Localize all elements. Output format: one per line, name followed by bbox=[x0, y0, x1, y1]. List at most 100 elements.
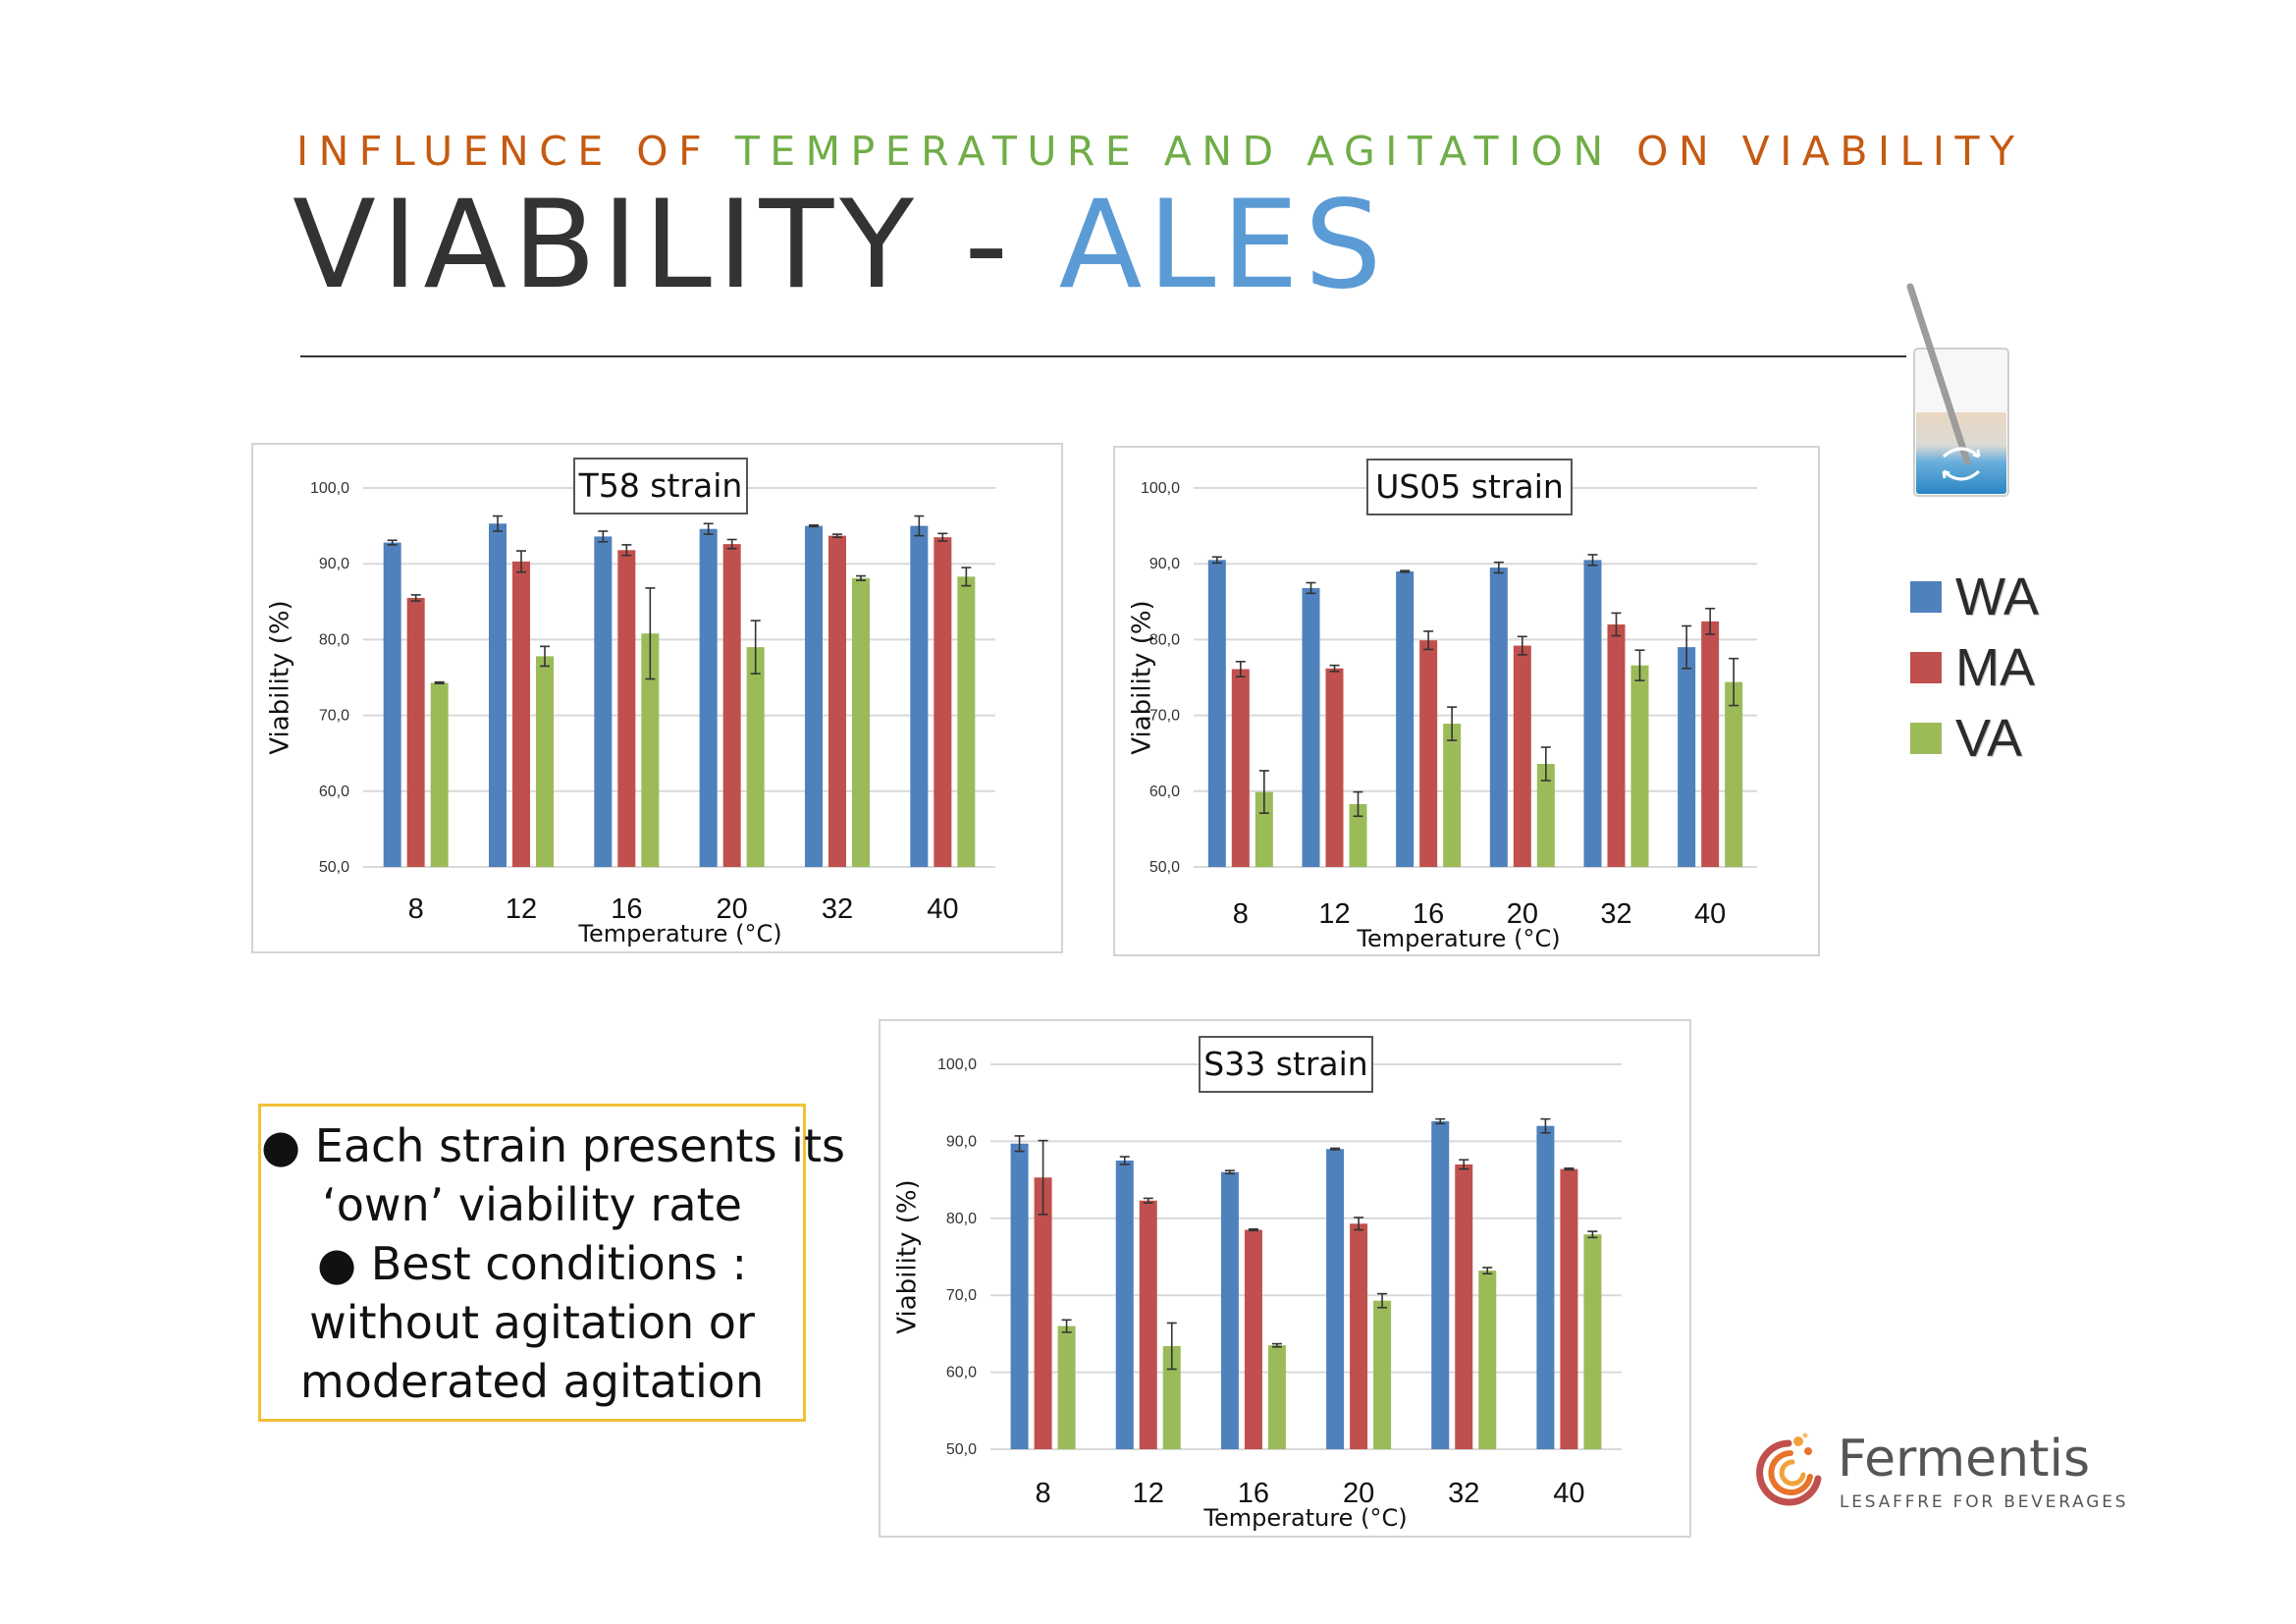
bar-va-12 bbox=[536, 656, 554, 867]
error-bar bbox=[1540, 746, 1551, 782]
title-accent: ALES bbox=[1058, 175, 1388, 316]
error-bar bbox=[1271, 1342, 1282, 1348]
error-bar bbox=[516, 550, 526, 573]
bar-wa-8 bbox=[383, 542, 401, 867]
chart-title: T58 strain bbox=[578, 466, 743, 505]
y-tick-label: 50,0 bbox=[1149, 859, 1180, 876]
bar-wa-32 bbox=[1583, 560, 1602, 867]
note-line: ‘own’ viability rate bbox=[322, 1178, 742, 1231]
y-tick-label: 90,0 bbox=[946, 1133, 977, 1150]
bar-va-16 bbox=[1443, 724, 1462, 867]
error-bar bbox=[387, 539, 398, 546]
kicker-part-2: TEMPERATURE AND AGITATION bbox=[734, 128, 1637, 175]
error-bar bbox=[1459, 1159, 1469, 1170]
y-tick-label: 100,0 bbox=[937, 1056, 977, 1073]
error-bar bbox=[1353, 790, 1363, 818]
error-bar bbox=[856, 574, 866, 581]
x-tick-label: 32 bbox=[1448, 1478, 1479, 1509]
error-bar bbox=[621, 544, 632, 557]
legend-label: WA bbox=[1955, 568, 2039, 626]
bar-wa-20 bbox=[1489, 568, 1508, 867]
title-divider bbox=[300, 355, 1906, 357]
error-bar bbox=[1306, 581, 1316, 595]
error-bar bbox=[1634, 649, 1645, 681]
bar-va-16 bbox=[1267, 1345, 1286, 1449]
error-bar bbox=[1482, 1267, 1493, 1275]
x-tick-label: 32 bbox=[1600, 898, 1631, 930]
error-bar bbox=[1729, 657, 1739, 707]
x-axis-label: Temperature (°C) bbox=[1202, 1504, 1407, 1532]
x-tick-label: 16 bbox=[611, 893, 642, 925]
error-bar bbox=[1423, 630, 1434, 651]
error-bar bbox=[937, 532, 948, 542]
bars bbox=[383, 514, 976, 867]
x-tick-label: 8 bbox=[408, 893, 424, 925]
bar-ma-40 bbox=[1701, 621, 1720, 867]
bar-ma-16 bbox=[1244, 1229, 1262, 1449]
x-tick-label: 8 bbox=[1233, 898, 1249, 930]
y-axis-label: Viability (%) bbox=[1128, 600, 1157, 754]
x-tick-label: 20 bbox=[1507, 898, 1538, 930]
bar-ma-20 bbox=[1513, 645, 1531, 867]
bar-ma-12 bbox=[512, 561, 530, 867]
slide-kicker: INFLUENCE OF TEMPERATURE AND AGITATION O… bbox=[296, 128, 2025, 175]
bar-ma-40 bbox=[934, 537, 952, 867]
error-bar bbox=[726, 538, 737, 550]
error-bar bbox=[1400, 569, 1411, 573]
bar-wa-40 bbox=[1536, 1125, 1555, 1449]
chart-svg: 50,0 60,0 70,0 80,0 90,0 100,0 8 12 16 20 32 40 Temp… bbox=[893, 1036, 1622, 1532]
y-tick-label: 50,0 bbox=[319, 859, 349, 876]
bar-va-12 bbox=[1349, 803, 1367, 867]
legend-swatch bbox=[1910, 723, 1942, 754]
error-bar bbox=[1166, 1322, 1177, 1371]
error-bar bbox=[493, 514, 503, 532]
note-line: without agitation or bbox=[309, 1296, 755, 1349]
bar-ma-8 bbox=[1231, 669, 1250, 867]
x-tick-label: 20 bbox=[717, 893, 748, 925]
legend-item-va: VA bbox=[1910, 703, 2039, 774]
error-bar bbox=[410, 594, 421, 602]
y-tick-label: 70,0 bbox=[1149, 708, 1180, 725]
slide-title: VIABILITY - ALES bbox=[293, 179, 1388, 312]
bar-ma-8 bbox=[1034, 1177, 1052, 1449]
error-bar bbox=[832, 533, 842, 538]
error-bar bbox=[540, 645, 550, 668]
error-bar bbox=[1330, 1147, 1341, 1151]
y-tick-label: 70,0 bbox=[946, 1287, 977, 1304]
y-tick-label: 90,0 bbox=[1149, 556, 1180, 572]
bars bbox=[1010, 1117, 1602, 1449]
bar-ma-32 bbox=[1455, 1164, 1473, 1449]
bar-wa-8 bbox=[1010, 1143, 1029, 1449]
bar-va-20 bbox=[1536, 764, 1555, 867]
x-tick-label: 40 bbox=[1694, 898, 1726, 930]
gridlines bbox=[1194, 487, 1757, 868]
bar-wa-8 bbox=[1207, 560, 1226, 867]
x-tick-label: 40 bbox=[1553, 1478, 1584, 1509]
bar-va-8 bbox=[1057, 1326, 1076, 1449]
bar-wa-16 bbox=[594, 536, 613, 867]
y-tick-label: 100,0 bbox=[1141, 480, 1180, 497]
error-bar bbox=[434, 680, 445, 684]
error-bar bbox=[1682, 624, 1692, 670]
y-tick-label: 90,0 bbox=[319, 556, 349, 572]
chart-title-box bbox=[573, 458, 748, 514]
y-tick-label: 60,0 bbox=[946, 1365, 977, 1381]
error-bar bbox=[703, 522, 714, 535]
error-bar bbox=[1517, 635, 1527, 656]
bar-va-40 bbox=[957, 576, 976, 867]
bar-va-12 bbox=[1162, 1345, 1181, 1449]
bar-va-20 bbox=[746, 647, 765, 867]
error-bar bbox=[914, 514, 925, 537]
note-line: ● Each strain presents its bbox=[261, 1119, 845, 1172]
bar-wa-16 bbox=[1220, 1171, 1239, 1449]
error-bar bbox=[1540, 1117, 1551, 1134]
y-tick-label: 80,0 bbox=[319, 631, 349, 648]
bar-va-32 bbox=[1630, 665, 1649, 867]
x-tick-label: 16 bbox=[1238, 1478, 1269, 1509]
fermentis-logo-mark bbox=[1756, 1433, 1822, 1506]
error-bar bbox=[1587, 554, 1598, 567]
y-tick-label: 60,0 bbox=[319, 784, 349, 800]
fermentis-logo: Fermentis LESAFFRE FOR BEVERAGES bbox=[1749, 1430, 2126, 1517]
chart-panel-t58: 50,0 60,0 70,0 80,0 90,0 100,0 8 12 16 20 32 40 Temp… bbox=[251, 443, 1063, 953]
legend-swatch bbox=[1910, 581, 1942, 613]
